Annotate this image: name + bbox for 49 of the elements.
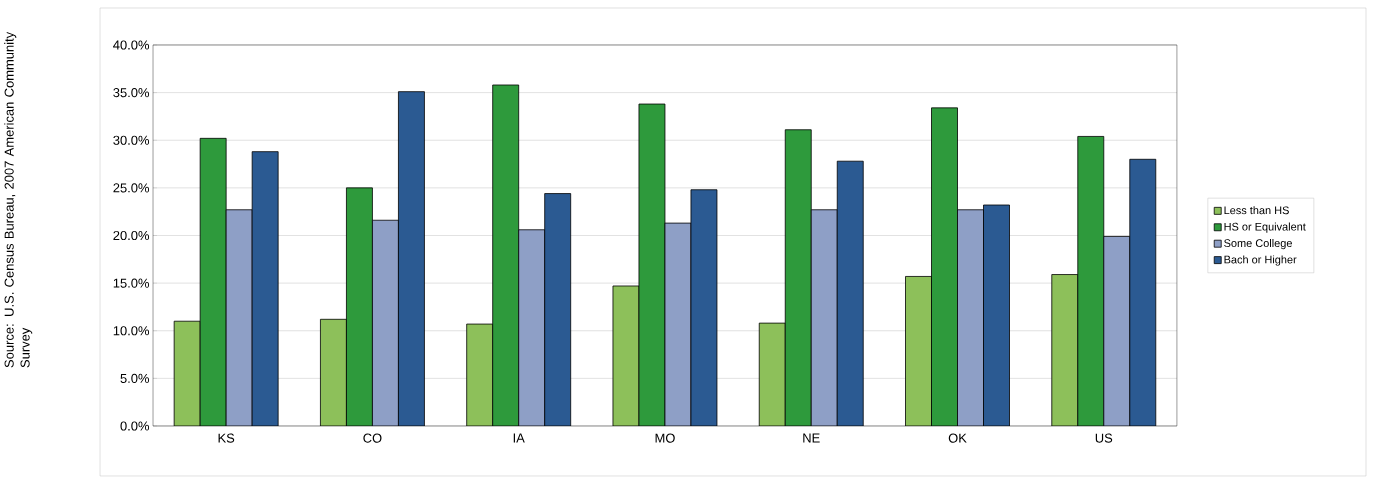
- bar: [957, 209, 984, 426]
- legend-label: Bach or Higher: [1224, 255, 1297, 266]
- x-tick-label: OK: [948, 433, 967, 443]
- y-tick-label: 10.0%: [113, 326, 150, 336]
- source-note: Source: U.S. Census Bureau, 2007 American Community Survey: [4, 31, 33, 368]
- x-tick-label: NE: [803, 433, 820, 443]
- x-tick-label: IA: [513, 433, 525, 443]
- x-tick-label: CO: [363, 433, 382, 443]
- legend-label: Some College: [1224, 238, 1292, 250]
- bar: [612, 285, 640, 426]
- bar: [199, 137, 227, 426]
- bar: [544, 193, 571, 426]
- y-tick-label: 0.0%: [120, 421, 150, 431]
- bar: [251, 151, 279, 426]
- bar: [372, 219, 399, 426]
- bar: [758, 322, 786, 426]
- legend-label: Less than HS: [1224, 206, 1289, 215]
- y-tick-label: 30.0%: [113, 135, 150, 145]
- bar: [784, 129, 812, 426]
- bar: [1103, 236, 1131, 426]
- bar: [983, 204, 1010, 426]
- bar: [466, 324, 493, 426]
- bar: [836, 160, 864, 426]
- bar: [518, 229, 545, 426]
- y-tick-label: 25.0%: [113, 183, 150, 193]
- bar: [810, 209, 838, 426]
- bar: [173, 320, 201, 426]
- bar: [931, 107, 958, 426]
- y-tick-label: 20.0%: [113, 230, 150, 241]
- bar: [320, 318, 347, 426]
- bar: [664, 222, 692, 426]
- bar: [1129, 158, 1157, 426]
- bar: [1051, 274, 1079, 426]
- x-tick-label: KS: [218, 433, 235, 443]
- y-tick-label: 35.0%: [113, 88, 150, 98]
- bar: [346, 187, 373, 426]
- x-tick-label: US: [1095, 433, 1113, 443]
- x-tick-label: MO: [655, 433, 675, 443]
- bar: [1077, 136, 1105, 426]
- y-tick-label: 40.0%: [113, 40, 150, 50]
- y-tick-label: 5.0%: [120, 373, 150, 383]
- bar: [225, 209, 253, 426]
- bar: [638, 103, 666, 426]
- bar: [492, 84, 519, 426]
- bar: [690, 189, 718, 426]
- bar: [398, 91, 425, 426]
- bar: [905, 276, 932, 426]
- y-tick-label: 15.0%: [113, 278, 150, 288]
- legend-label: HS or Equivalent: [1224, 222, 1306, 233]
